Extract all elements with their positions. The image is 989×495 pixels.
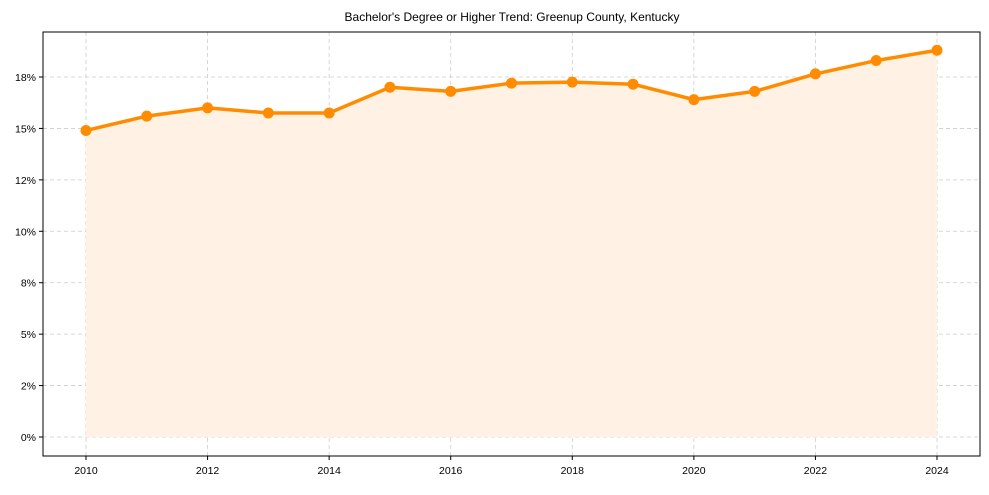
x-tick-label: 2016 <box>439 465 463 477</box>
y-tick-label: 2% <box>21 381 36 393</box>
data-point-marker <box>749 85 761 97</box>
y-tick-label: 18% <box>15 72 36 84</box>
x-tick-label: 2010 <box>74 465 98 477</box>
y-tick-label: 5% <box>21 329 36 341</box>
area-polygon <box>86 50 937 437</box>
area-fill <box>86 50 937 437</box>
plot-frame <box>42 31 981 457</box>
x-axis: 2010 2012 2014 2016 2018 2020 2022 2024 <box>74 456 949 477</box>
data-point-marker <box>870 55 882 67</box>
data-point-marker <box>931 44 943 56</box>
y-tick-label: 15% <box>15 123 36 135</box>
data-point-marker <box>809 68 821 80</box>
data-point-marker <box>80 124 92 136</box>
x-tick-label: 2022 <box>804 465 828 477</box>
x-tick-label: 2020 <box>682 465 706 477</box>
data-point-marker <box>445 85 457 97</box>
x-tick-label: 2012 <box>196 465 220 477</box>
x-tick-label: 2024 <box>925 465 949 477</box>
chart-title: Bachelor's Degree or Higher Trend: Green… <box>345 10 680 24</box>
data-point-marker <box>384 81 396 93</box>
y-tick-label: 0% <box>21 432 36 444</box>
data-point-marker <box>688 94 700 106</box>
data-point-marker <box>506 77 517 89</box>
data-point-marker <box>566 76 578 88</box>
data-point-marker <box>627 78 639 90</box>
y-axis: 0% 2% 5% 8% 10% 12% 15% 18% <box>15 72 43 444</box>
x-tick-label: 2014 <box>317 465 341 477</box>
data-point-marker <box>141 110 153 122</box>
data-point-marker <box>323 107 335 119</box>
y-tick-label: 8% <box>21 278 36 290</box>
y-tick-label: 12% <box>15 175 36 187</box>
data-point-marker <box>262 107 274 119</box>
x-tick-label: 2018 <box>561 465 585 477</box>
data-points <box>80 44 943 136</box>
data-point-marker <box>202 102 214 114</box>
y-tick-label: 10% <box>15 226 36 238</box>
